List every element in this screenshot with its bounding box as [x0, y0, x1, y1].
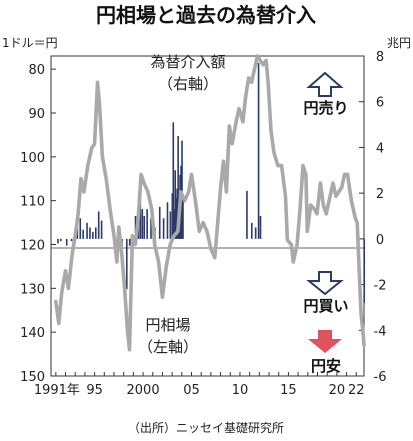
- x-tick-label: 1991年: [34, 383, 80, 398]
- chart-title: 円相場と過去の為替介入: [96, 3, 316, 27]
- x-tick-label: 10: [232, 383, 249, 398]
- intervention-bar: [60, 238, 62, 242]
- intervention-bar: [92, 232, 94, 239]
- left-tick-label: 110: [20, 195, 45, 210]
- yen-weak-label: 円安: [311, 357, 341, 375]
- right-tick-label: 4: [376, 141, 384, 156]
- intervention-bar: [97, 211, 100, 239]
- yen-rate-line: [54, 54, 366, 352]
- yen-buy-label: 円買い: [303, 297, 348, 315]
- intervention-bar: [79, 218, 82, 239]
- intervention-bar: [139, 188, 142, 239]
- intervention-bar: [175, 197, 178, 239]
- intervention-bar: [82, 229, 84, 239]
- right-axis-unit: 兆円: [387, 36, 411, 50]
- x-tick-label: 2000: [127, 383, 160, 398]
- intervention-bar: [70, 238, 73, 242]
- left-tick-label: 90: [28, 107, 45, 122]
- intervention-bar: [100, 220, 103, 239]
- left-tick-label: 130: [20, 282, 45, 297]
- intervention-bar: [363, 238, 365, 303]
- intervention-bar: [173, 209, 176, 239]
- intervention-bar: [143, 216, 146, 239]
- x-tick-label: 95: [86, 383, 103, 398]
- left-axis: 80 90 100 110 120 130 140 150: [20, 63, 56, 385]
- left-tick-label: 80: [28, 63, 45, 78]
- rate-label: 円相場: [145, 316, 190, 334]
- intervention-bar: [246, 190, 248, 239]
- intervention-bar: [177, 136, 179, 239]
- intervention-bar: [259, 216, 262, 239]
- intervention-bar: [254, 227, 257, 239]
- x-tick-label: 20: [329, 383, 346, 398]
- intervention-bar: [57, 238, 59, 244]
- right-tick-label: 2: [376, 187, 384, 202]
- intervention-bar: [89, 227, 91, 239]
- intervention-bar: [94, 227, 97, 239]
- right-tick-label: -6: [374, 370, 387, 385]
- intervention-bar: [171, 193, 174, 239]
- intervention-label: 為替介入額: [150, 53, 225, 71]
- intervention-bar: [172, 122, 175, 239]
- left-tick-label: 100: [20, 151, 45, 166]
- intervention-bar: [150, 218, 152, 239]
- right-axis: 8 6 4 2 0 -2 -4 -6: [359, 50, 386, 385]
- right-tick-label: -2: [374, 279, 387, 294]
- intervention-bar: [181, 140, 183, 239]
- left-tick-label: 140: [20, 326, 45, 341]
- rate-axis-label: （左軸）: [138, 338, 198, 356]
- right-tick-label: 0: [376, 233, 384, 248]
- left-axis-unit: 1ドル＝円: [2, 36, 58, 50]
- intervention-bar: [86, 222, 88, 239]
- intervention-bar: [169, 211, 172, 239]
- plot-frame: [50, 55, 365, 377]
- red-down-arrow-icon: [308, 330, 342, 353]
- intervention-bar: [162, 218, 165, 239]
- left-tick-label: 150: [20, 370, 45, 385]
- right-tick-label: 6: [376, 96, 384, 111]
- intervention-bar: [125, 238, 128, 290]
- x-axis: 1991年 95 2000 05 10 15 20 22: [34, 372, 365, 398]
- intervention-bar: [250, 222, 253, 239]
- intervention-bar: [141, 209, 144, 239]
- x-tick-label: 15: [280, 383, 297, 398]
- intervention-bar: [257, 62, 260, 239]
- left-tick-label: 120: [20, 238, 45, 253]
- intervention-bar: [174, 170, 177, 239]
- intervention-bar: [128, 238, 131, 246]
- source-note: （出所）ニッセイ基礎研究所: [128, 420, 284, 435]
- intervention-bar: [65, 238, 68, 246]
- intervention-bar: [146, 209, 148, 239]
- intervention-bar: [176, 188, 178, 239]
- x-tick-label: 05: [183, 383, 200, 398]
- up-arrow-icon: [306, 71, 344, 97]
- intervention-bar: [158, 206, 161, 239]
- x-tick-label: 22: [348, 383, 365, 398]
- yen-sell-label: 円売り: [303, 99, 348, 117]
- right-tick-label: -4: [374, 324, 387, 339]
- intervention-axis-label: （右軸）: [158, 75, 218, 93]
- intervention-bar: [166, 202, 169, 239]
- intervention-bar: [182, 195, 184, 239]
- down-arrow-icon: [306, 271, 344, 296]
- right-tick-label: 8: [376, 50, 384, 65]
